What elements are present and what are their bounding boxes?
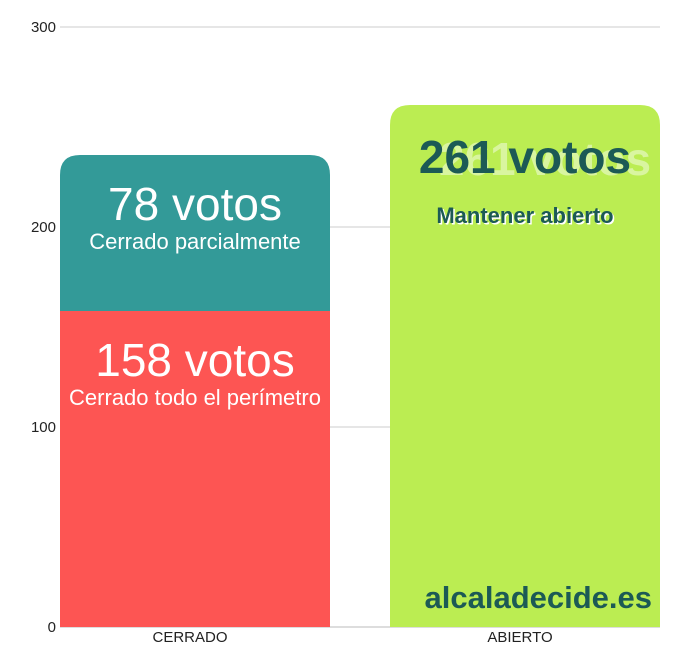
bars <box>60 105 660 627</box>
y-tick-label: 200 <box>31 219 56 236</box>
vote-count-label: 158 votos <box>95 334 294 386</box>
y-tick-label: 0 <box>48 619 56 636</box>
bar-segment-cerrado <box>60 155 330 311</box>
x-axis-categories: CERRADO ABIERTO <box>152 629 552 646</box>
option-label: Cerrado todo el perímetro <box>69 385 321 410</box>
x-category-label: ABIERTO <box>487 629 552 646</box>
watermark-text: alcaladecide.es <box>425 580 653 615</box>
bar-segment-abierto <box>390 105 660 627</box>
option-label-shadow: Mantener abierto <box>438 205 615 230</box>
x-category-label: CERRADO <box>152 629 227 646</box>
option-label: Cerrado parcialmente <box>89 229 301 254</box>
option-label: Mantener abierto <box>436 203 613 228</box>
y-tick-label: 100 <box>31 419 56 436</box>
vote-label-shadow: 261 votos <box>439 133 651 185</box>
vote-count-label: 261 votos <box>419 131 631 183</box>
bar-segment-cerrado <box>60 311 330 627</box>
y-tick-label: 300 <box>31 19 56 36</box>
y-axis-ticks: 0 100 200 300 <box>31 19 56 636</box>
vote-count-label: 78 votos <box>108 178 282 230</box>
